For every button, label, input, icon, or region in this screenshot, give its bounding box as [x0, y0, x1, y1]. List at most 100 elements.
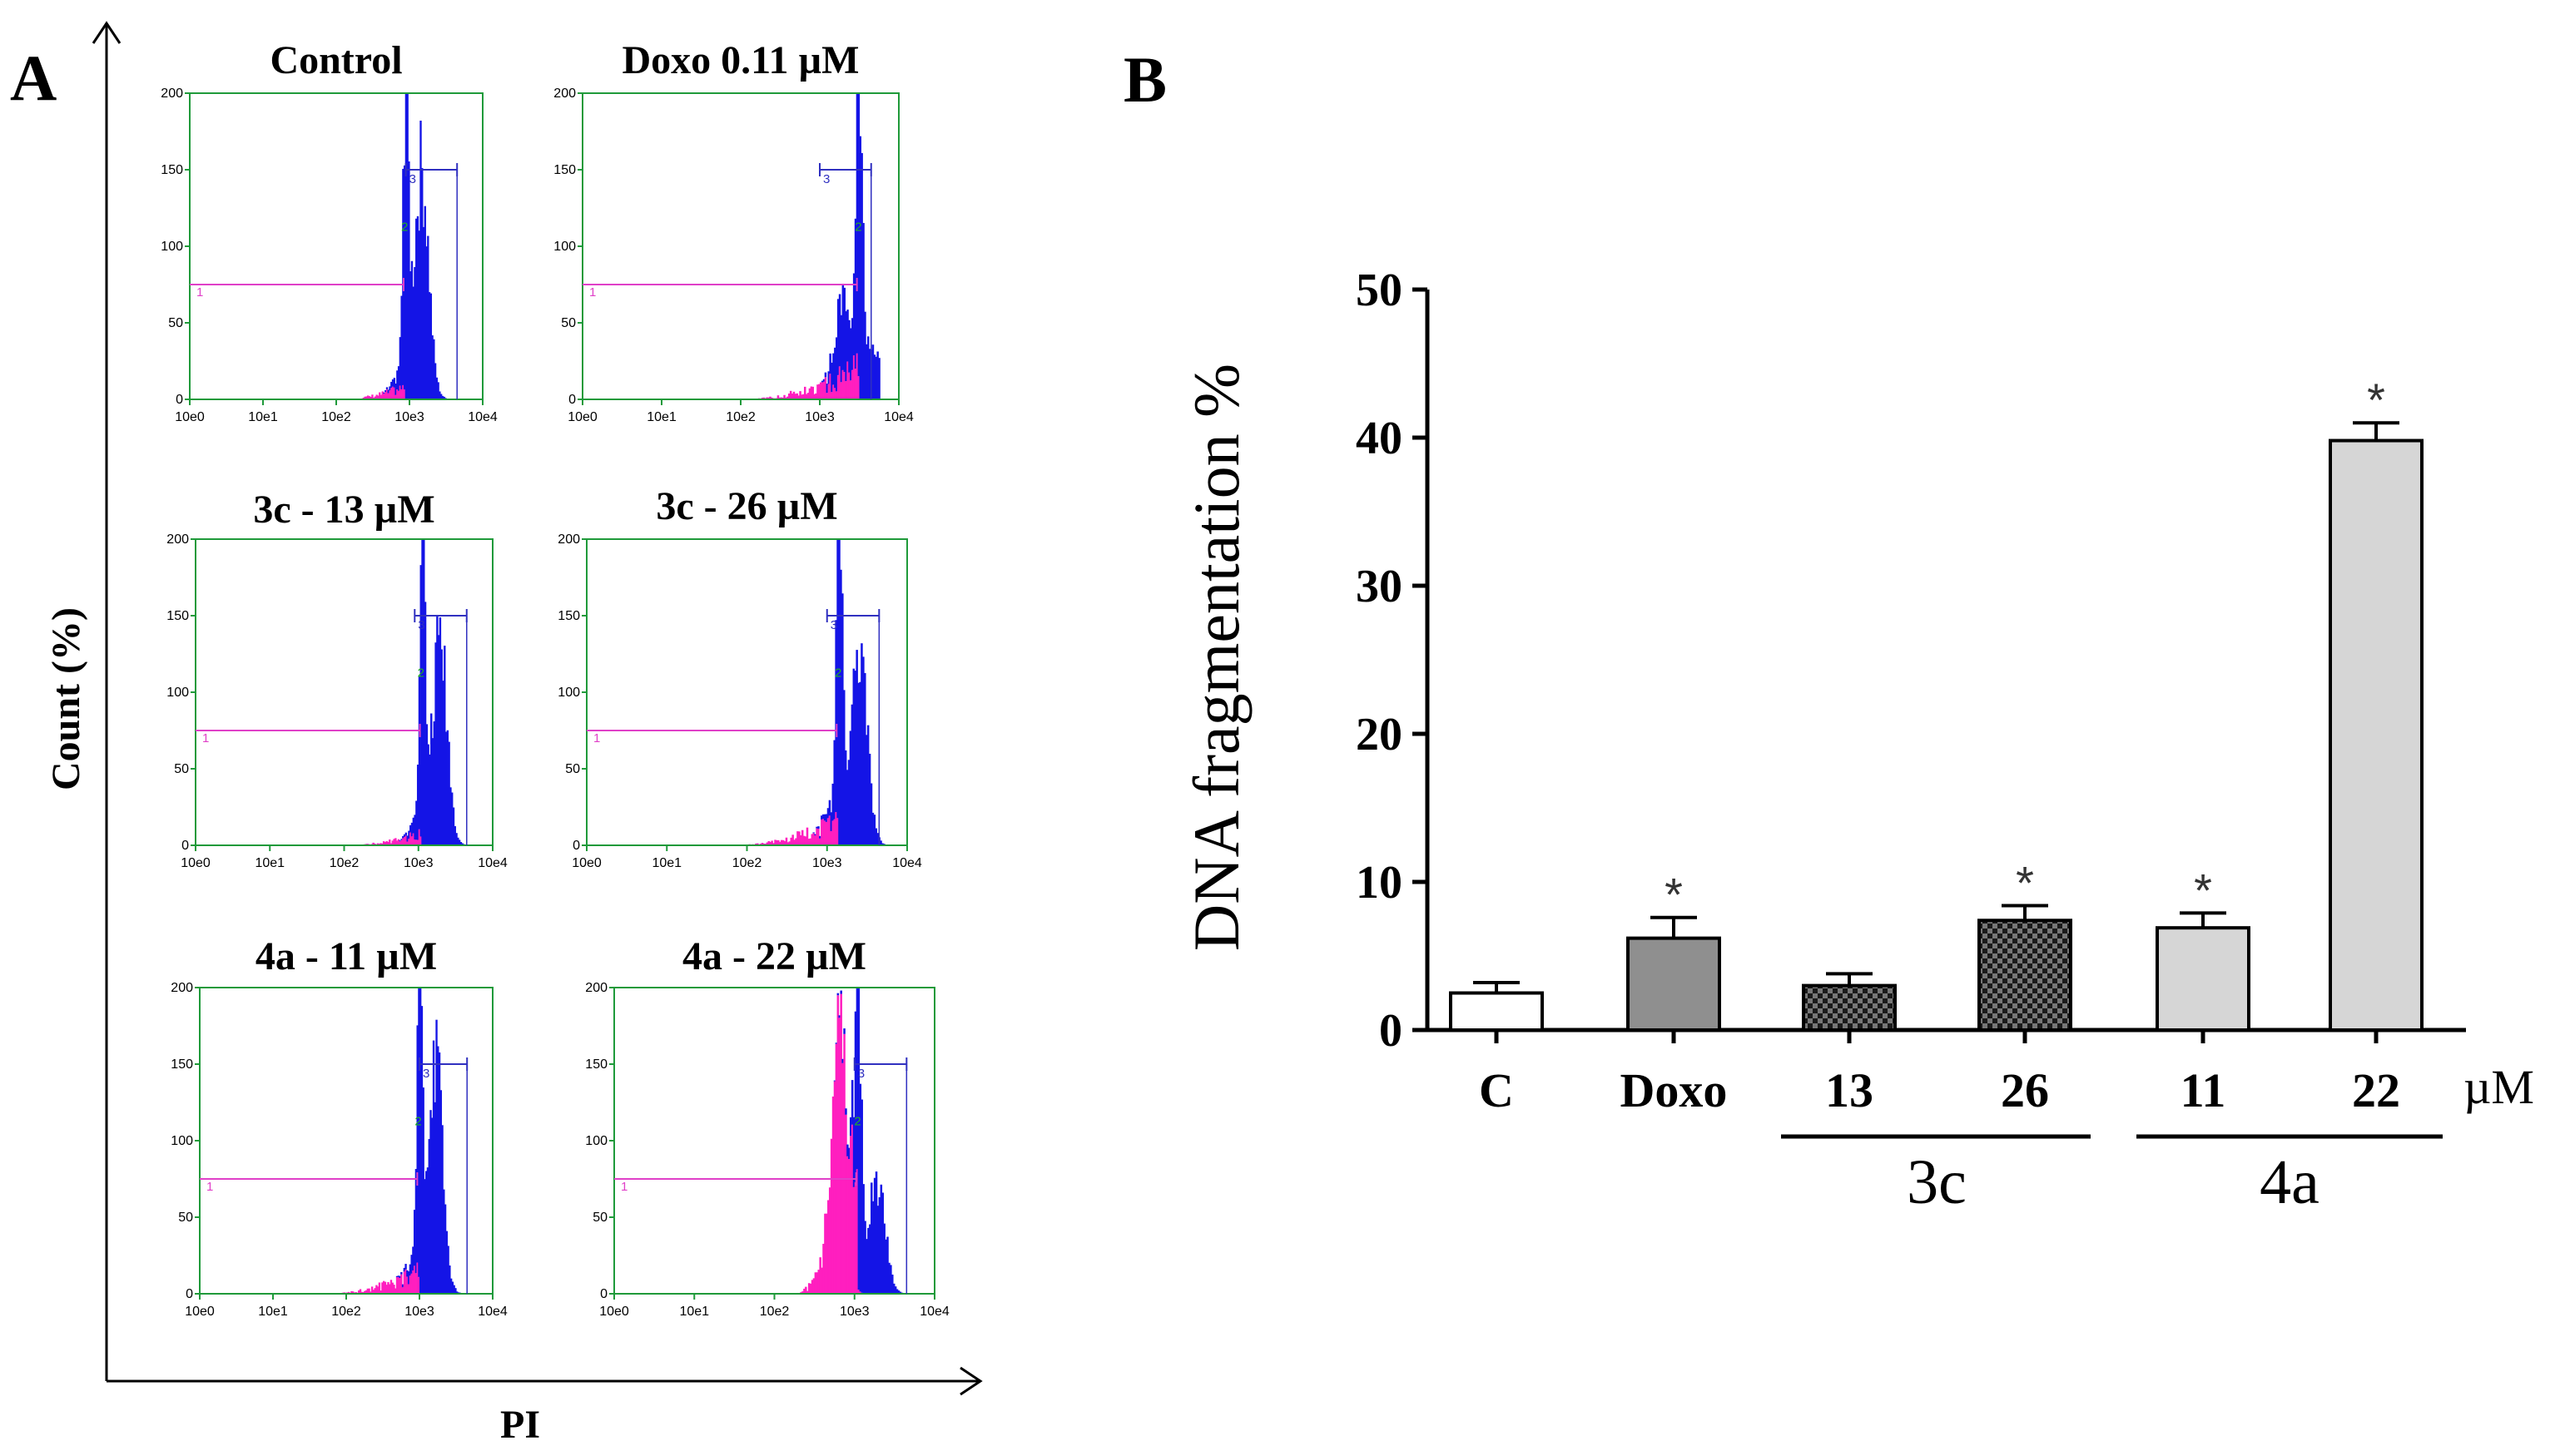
- histogram-bin-fragment: [788, 393, 791, 399]
- histogram-bin-fragment: [762, 843, 766, 845]
- histogram-bin-intact: [876, 833, 879, 845]
- histogram-bin-fragment: [811, 1280, 814, 1294]
- gate-2-label: 2: [414, 1115, 421, 1129]
- histogram-bin-intact: [871, 344, 875, 399]
- histogram-bin-intact: [385, 387, 389, 389]
- histogram-bin-intact: [408, 161, 410, 399]
- histogram-bin-intact: [418, 676, 421, 830]
- histogram-bin-fragment: [755, 843, 757, 845]
- histogram-bin-fragment: [834, 388, 836, 399]
- histogram-bin-intact: [892, 1283, 896, 1294]
- histogram-bin-fragment: [811, 386, 814, 399]
- histogram-bin-fragment: [403, 837, 406, 845]
- x-tick-label: 10e3: [404, 1305, 434, 1319]
- significance-asterisk: *: [2367, 374, 2385, 426]
- histogram-bin-intact: [821, 815, 823, 820]
- y-tick-label: 150: [585, 1057, 608, 1072]
- histogram-bin-intact: [406, 835, 409, 842]
- histogram-bin-intact: [831, 783, 835, 821]
- histogram-bin-intact: [445, 1231, 449, 1294]
- histogram-plot: 3c - 13 µM 0 50 100 150 200 10e0 10e1 10e2 10e3 10…: [166, 488, 508, 870]
- histogram-bin-fragment: [776, 395, 780, 399]
- histogram-bin-intact: [439, 394, 443, 399]
- histogram-bin-fragment: [835, 1043, 838, 1294]
- histogram-bin-intact: [854, 218, 857, 369]
- histogram-bin-fragment: [370, 1286, 374, 1294]
- histogram-bin-fragment: [391, 1282, 394, 1294]
- bar-y-tick-label: 20: [1356, 709, 1402, 760]
- histogram-bin-intact: [409, 825, 412, 833]
- histogram-bin-intact: [438, 1052, 441, 1294]
- histogram-bin-fragment: [778, 397, 781, 399]
- gate-3-label: 3: [823, 172, 830, 186]
- histogram-bin-fragment: [816, 1272, 819, 1294]
- histogram-bin-intact: [873, 1177, 876, 1294]
- histogram-bin-fragment: [783, 840, 786, 845]
- histogram-bin-fragment: [418, 829, 421, 845]
- histogram-bin-fragment: [771, 397, 773, 399]
- histogram-bin-intact: [821, 380, 824, 383]
- histogram-bin-intact: [444, 731, 448, 845]
- histogram-bin-intact: [439, 391, 441, 399]
- histogram-bin-fragment: [801, 394, 803, 399]
- histogram-bin-intact: [836, 993, 840, 996]
- histogram-bin-intact: [400, 295, 403, 389]
- histogram-bin-intact: [415, 800, 418, 840]
- histogram-bin-intact: [826, 384, 829, 394]
- histogram-bin-intact: [424, 206, 426, 399]
- histogram-bin-fragment: [827, 384, 830, 399]
- histogram-bin-intact: [456, 1291, 459, 1294]
- y-tick-label: 0: [573, 839, 580, 853]
- histogram-bin-intact: [437, 1046, 439, 1294]
- histogram-title: Control: [270, 38, 402, 82]
- histogram-bin-fragment: [838, 1018, 841, 1294]
- panel-b-letter: B: [1124, 43, 1167, 116]
- histogram-bin-intact: [399, 337, 402, 386]
- histogram-bin-fragment: [792, 391, 796, 399]
- histogram-bin-intact: [880, 840, 882, 845]
- histogram-bin-intact: [867, 336, 870, 399]
- histogram-bin-intact: [425, 1171, 428, 1294]
- histogram-bin-fragment: [835, 811, 837, 845]
- histogram-bin-fragment: [414, 839, 416, 845]
- histogram-bin-fragment: [395, 1276, 399, 1294]
- x-tick-label: 10e2: [331, 1305, 361, 1319]
- histogram-bin-intact: [849, 1117, 852, 1137]
- bar-category-label: 13: [1825, 1063, 1873, 1117]
- histogram-bin-intact: [890, 1265, 892, 1294]
- histogram-bin-fragment: [817, 829, 820, 845]
- histogram-bin-fragment: [803, 1288, 806, 1294]
- x-tick-label: 10e2: [321, 410, 351, 424]
- histogram-bin-intact: [833, 740, 836, 820]
- histogram-bin-fragment: [416, 839, 419, 845]
- histogram-bin-intact: [822, 379, 826, 382]
- histogram-bin-intact: [816, 826, 818, 829]
- histogram-bin-intact: [819, 835, 821, 839]
- histogram-bin-fragment: [387, 841, 389, 845]
- bar: [1802, 983, 1897, 1032]
- histogram-bin-fragment: [780, 397, 782, 399]
- histogram-bin-intact: [843, 1028, 846, 1034]
- histogram-bin-intact: [878, 1197, 881, 1294]
- histogram-bin-intact: [402, 168, 404, 385]
- histogram-bin-intact: [431, 738, 434, 845]
- group-label-4a: 4a: [2260, 1147, 2319, 1217]
- histogram-bin-fragment: [766, 397, 768, 399]
- histogram-bin-intact: [443, 1189, 445, 1294]
- histogram-bin-fragment: [393, 839, 395, 845]
- group-label-3c: 3c: [1907, 1147, 1967, 1217]
- histogram-plot: 3c - 26 µM 0 50 100 150 200 10e0 10e1 10e2 10e3 10…: [558, 484, 922, 870]
- histogram-bin-intact: [441, 395, 444, 399]
- histogram-bin-intact: [864, 672, 866, 845]
- y-tick-label: 0: [181, 839, 189, 853]
- gate-3-label: 3: [409, 172, 416, 186]
- histogram-bin-intact: [894, 1286, 897, 1294]
- histogram-bin-fragment: [368, 396, 371, 399]
- histogram-bin-fragment: [397, 390, 400, 399]
- y-tick-label: 50: [174, 762, 189, 776]
- histogram-bin-intact: [851, 318, 854, 370]
- histogram-bin-intact: [862, 1184, 865, 1294]
- histogram-bin-intact: [861, 643, 863, 845]
